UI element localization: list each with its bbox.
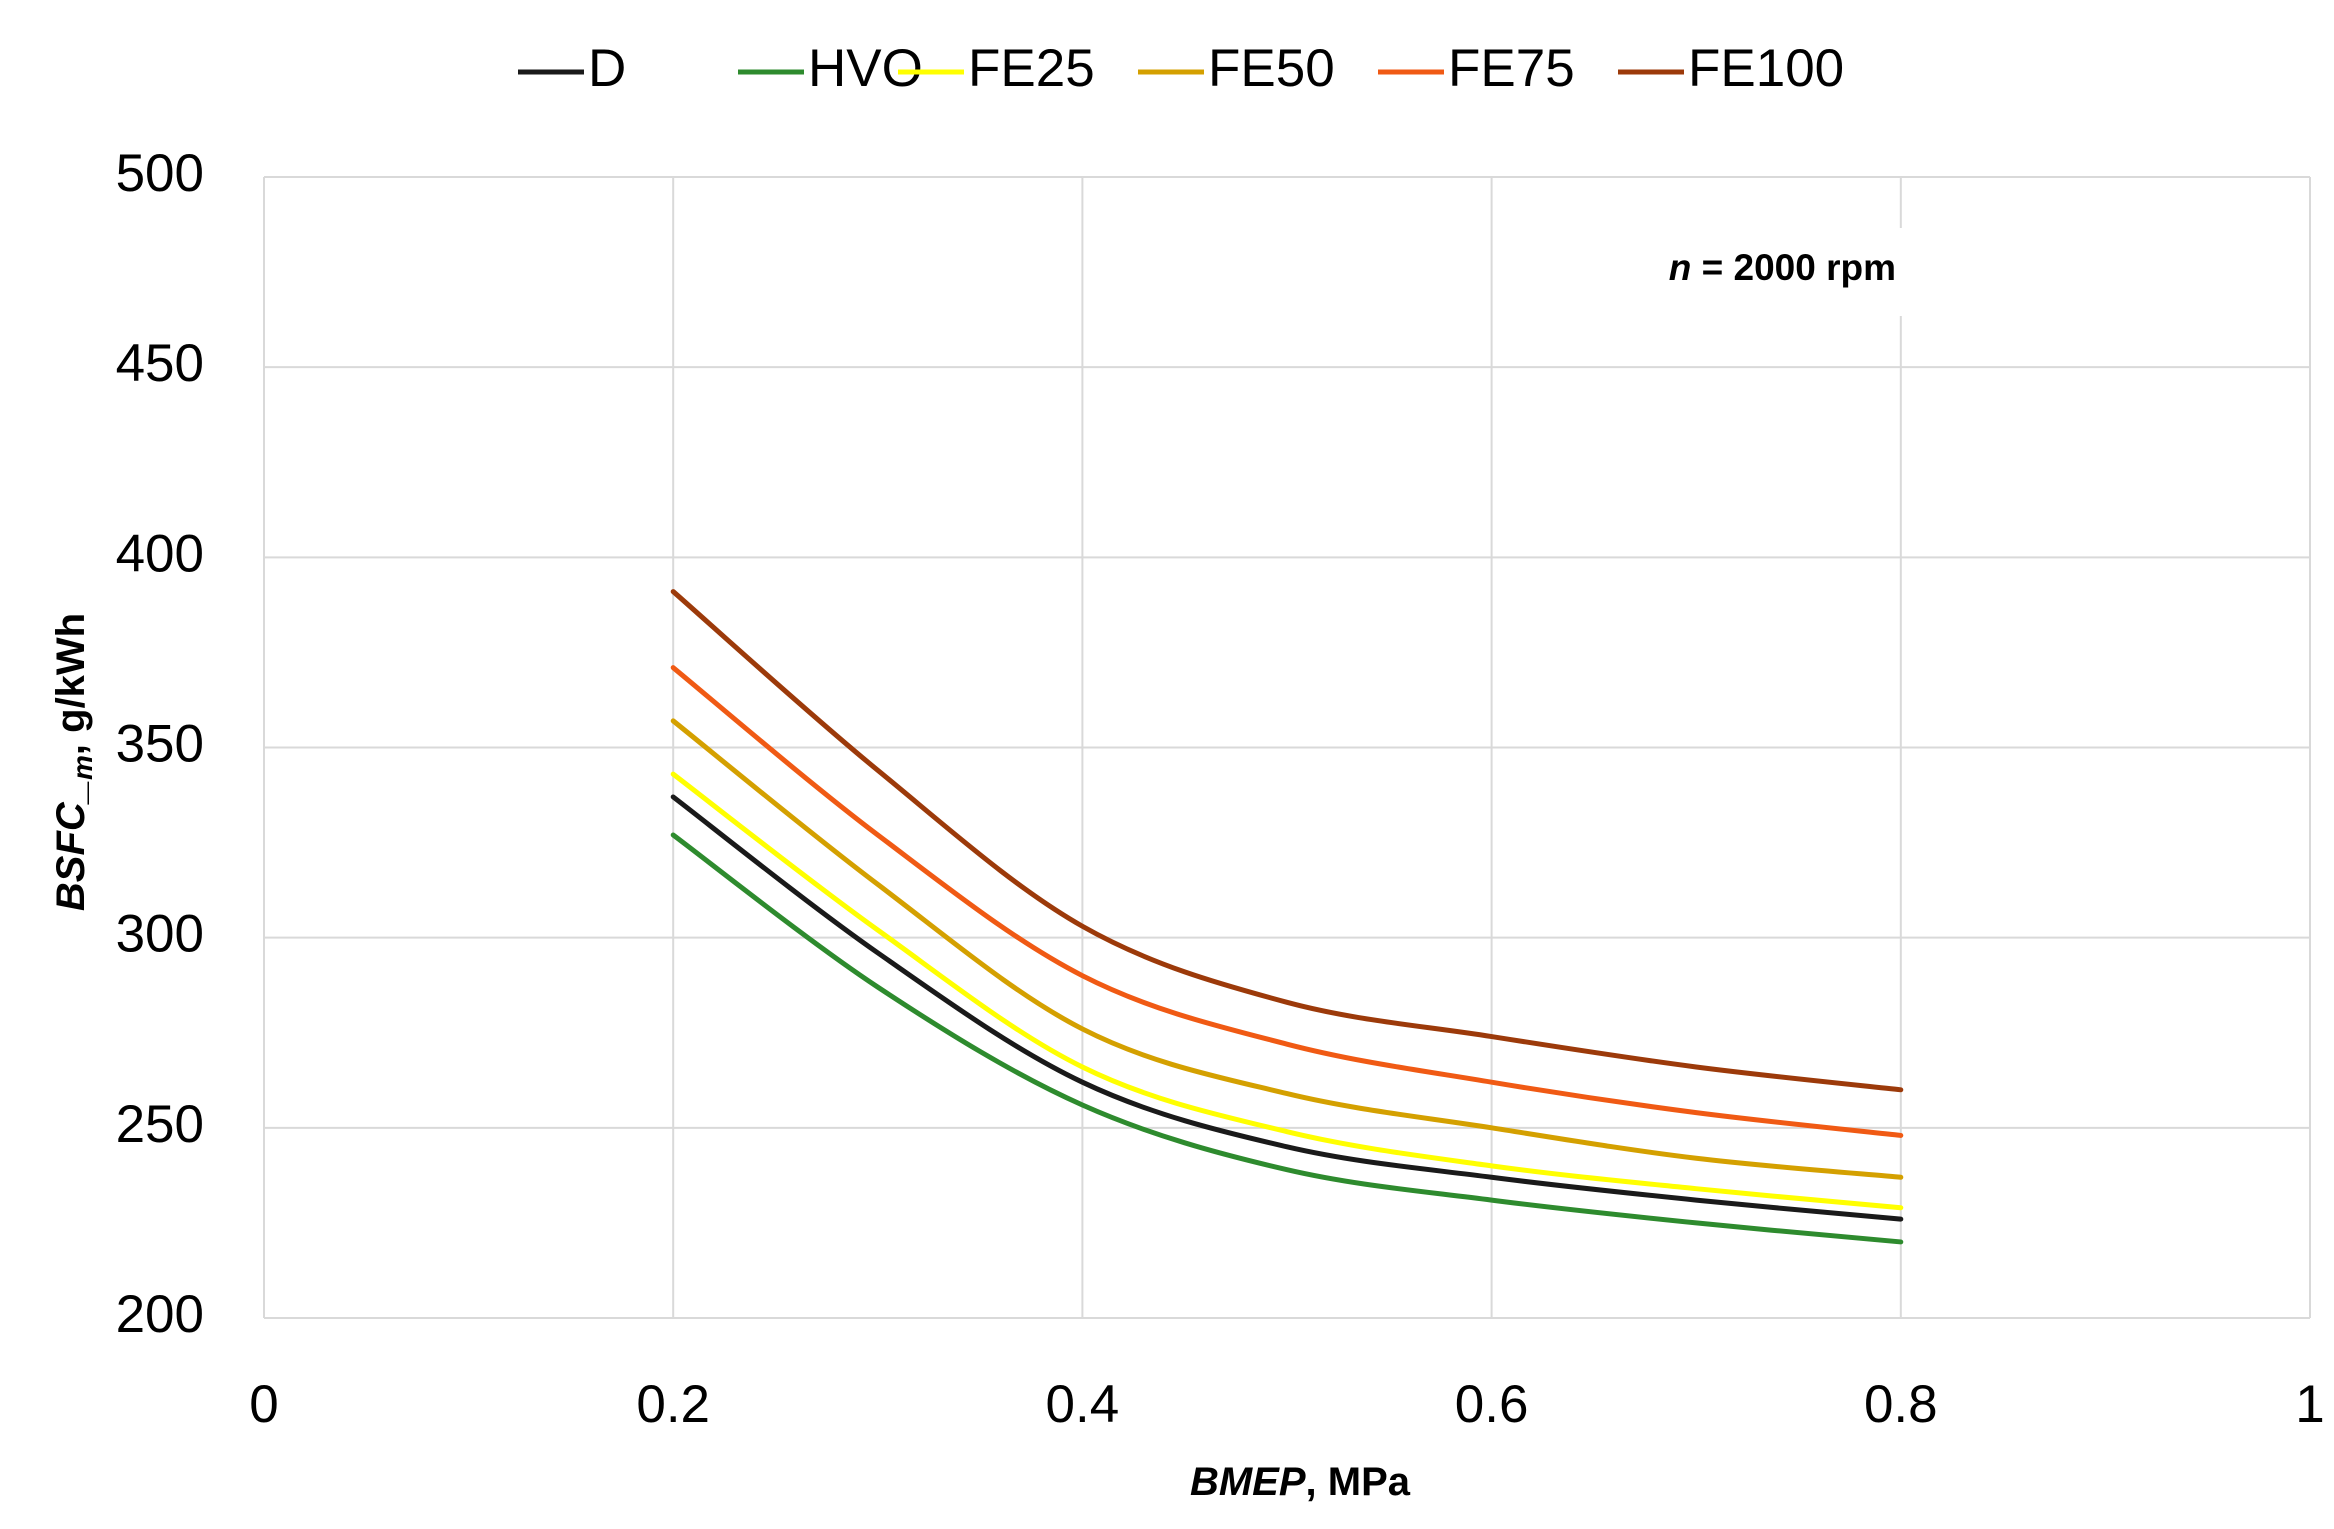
y-tick-label: 300	[116, 905, 204, 964]
y-axis-ticks: 500 450 400 350 300 250 200	[116, 144, 204, 1344]
legend-label-fe50: FE50	[1208, 39, 1335, 98]
x-tick-label: 0.6	[1455, 1375, 1529, 1434]
legend-label-fe75: FE75	[1448, 39, 1575, 98]
y-tick-label: 200	[116, 1285, 204, 1344]
series-line-d	[670, 794, 1904, 1222]
gridlines	[263, 176, 2311, 1319]
x-tick-label: 0.8	[1864, 1375, 1938, 1434]
series-line-fe25	[670, 771, 1904, 1211]
x-tick-label: 0	[249, 1375, 278, 1434]
legend-label-fe100: FE100	[1688, 39, 1844, 98]
x-tick-label: 1	[2295, 1375, 2324, 1434]
x-axis-title: BMEP, MPa	[1190, 1460, 1411, 1504]
y-axis-title: BSFC_m, g/kWh	[49, 613, 98, 911]
x-tick-label: 0.2	[636, 1375, 710, 1434]
series-line-hvo	[670, 832, 1904, 1245]
legend-label-d: D	[588, 39, 626, 98]
series-line-fe100	[670, 589, 1904, 1093]
y-tick-label: 400	[116, 524, 204, 583]
y-tick-label: 500	[116, 144, 204, 203]
annotation-background	[1630, 228, 1910, 316]
x-tick-label: 0.4	[1046, 1375, 1120, 1434]
annotation-speed: n = 2000 rpm	[1669, 247, 1896, 288]
legend-label-fe25: FE25	[968, 39, 1095, 98]
series-line-fe50	[670, 718, 1904, 1180]
y-tick-label: 250	[116, 1095, 204, 1154]
series-lines	[670, 589, 1904, 1245]
x-axis-ticks: 0 0.2 0.4 0.6 0.8 1	[249, 1375, 2324, 1434]
legend-label-hvo: HVO	[808, 39, 923, 98]
series-line-fe75	[670, 665, 1904, 1138]
y-tick-label: 350	[116, 715, 204, 774]
legend: D HVO FE25 FE50 FE75 FE100	[518, 39, 1844, 98]
y-tick-label: 450	[116, 334, 204, 393]
